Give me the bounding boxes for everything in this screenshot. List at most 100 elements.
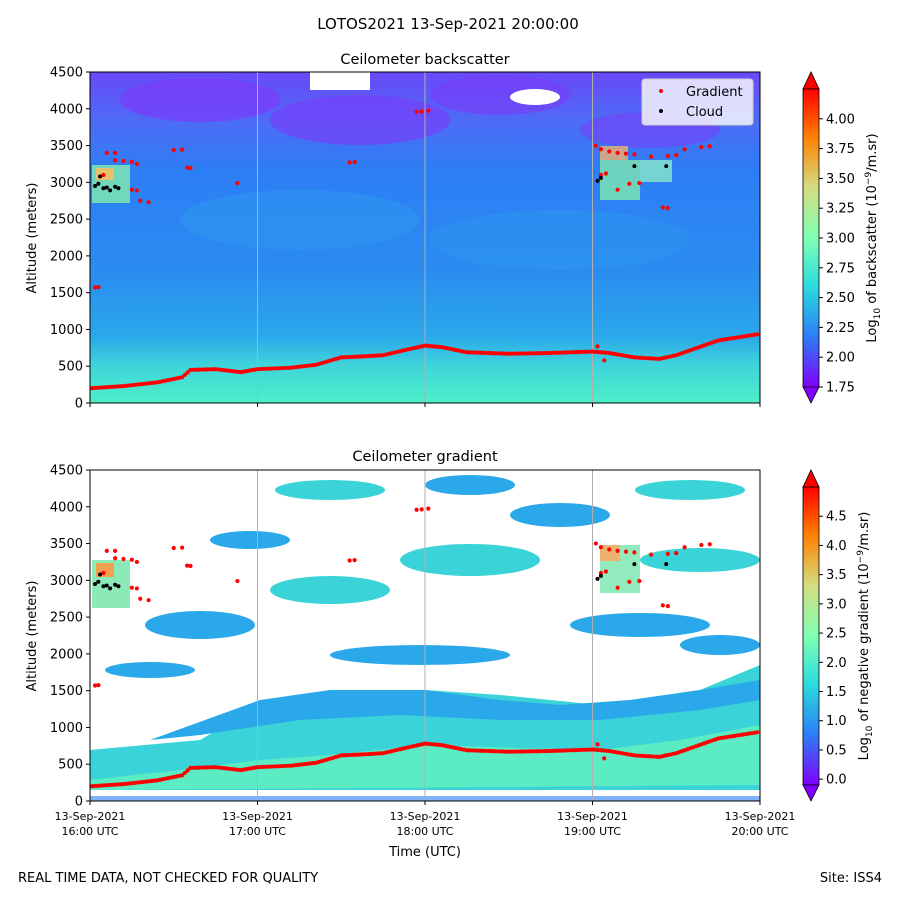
gradient-point <box>602 358 607 363</box>
x-tick-label: 13-Sep-2021 <box>222 810 293 823</box>
gradient-point <box>674 551 679 556</box>
gradient-patch <box>635 480 745 500</box>
gradient-point <box>660 205 665 210</box>
y-tick-label: 0 <box>75 795 83 810</box>
gradient-patch <box>640 548 760 572</box>
cloud-point <box>595 576 600 581</box>
gradient-point <box>674 153 679 158</box>
gradient-point <box>602 756 607 761</box>
gradient-point <box>104 150 109 156</box>
gradient-point <box>595 742 600 747</box>
gradient-point <box>623 151 629 156</box>
gradient-patch <box>570 613 710 637</box>
y-tick-label: 1000 <box>50 323 83 338</box>
backscatter-panel: Ceilometer backscatter 0 500 <box>25 52 883 412</box>
gradient-point <box>138 596 143 601</box>
cloud-point <box>632 562 637 567</box>
gradient-point <box>649 154 654 159</box>
x-tick-label: 13-Sep-2021 <box>725 810 796 823</box>
gradient-point <box>171 147 176 153</box>
x-tick-label: 19:00 UTC <box>564 825 621 838</box>
backscatter-colorbar: 1.75 2.00 2.25 2.50 2.75 3.00 3.25 3.50 3.75 4.00… <box>802 71 883 404</box>
gradient-patch <box>400 544 540 576</box>
gradient-point <box>615 585 620 590</box>
gradient-point <box>603 569 609 574</box>
gradient-point <box>185 165 190 170</box>
gradient-colorbar-ticks: 0.0 0.5 1.0 1.5 2.0 2.5 3.0 3.5 4.0 4.5 <box>819 510 847 788</box>
backscatter-upper-patch <box>120 78 280 122</box>
gradient-point <box>134 559 139 565</box>
gradient-point <box>92 285 98 290</box>
gradient-point <box>665 205 670 211</box>
gradient-point <box>352 558 357 563</box>
gradient-point <box>182 372 188 377</box>
backscatter-missing <box>510 89 560 105</box>
gradient-colorbar: 0.0 0.5 1.0 1.5 2.0 2.5 3.0 3.5 4.0 4.5 Log10 of … <box>802 469 875 802</box>
colorbar-tick-label: 2.50 <box>826 291 855 306</box>
gradient-point <box>603 171 609 176</box>
cloud-point <box>104 185 109 190</box>
gradient-point <box>426 506 431 511</box>
colorbar-extend-max <box>802 71 820 90</box>
gradient-point <box>615 150 620 156</box>
backscatter-heatmap <box>90 72 760 403</box>
x-tick-label: 20:00 UTC <box>731 825 788 838</box>
cloud-point <box>598 573 603 578</box>
gradient-point <box>188 563 193 569</box>
gradient-point <box>707 542 712 547</box>
x-tick-label: 16:00 UTC <box>61 825 118 838</box>
y-tick-label: 2500 <box>50 213 83 228</box>
gradient-point <box>235 180 240 186</box>
cloud-point <box>101 186 106 191</box>
gradient-patch <box>105 662 195 678</box>
backscatter-x-ticks <box>89 403 761 407</box>
gradient-point <box>598 570 603 576</box>
cloud-point <box>96 181 101 186</box>
y-tick-label: 500 <box>58 360 83 375</box>
gradient-point <box>637 180 642 186</box>
gradient-cloud-region <box>600 545 620 561</box>
y-tick-label: 500 <box>58 758 83 773</box>
quality-disclaimer: REAL TIME DATA, NOT CHECKED FOR QUALITY <box>18 871 318 886</box>
colorbar-tick-label: 3.0 <box>826 597 847 612</box>
gradient-xlabel: Time (UTC) <box>388 845 461 860</box>
cloud-point <box>96 579 101 584</box>
y-tick-label: 4500 <box>50 464 83 479</box>
backscatter-cloud-region <box>600 146 628 160</box>
gradient-point <box>419 507 424 512</box>
cloud-point <box>116 186 121 191</box>
gradient-point <box>649 552 654 557</box>
y-tick-label: 2000 <box>50 647 83 662</box>
gradient-point <box>615 548 620 554</box>
gradient-point <box>129 585 134 590</box>
gradient-point <box>615 187 620 192</box>
gradient-point <box>138 198 143 203</box>
gradient-point <box>185 370 190 375</box>
y-tick-label: 0 <box>75 397 83 412</box>
gradient-point <box>598 172 603 178</box>
gradient-point <box>113 548 118 554</box>
colorbar-extend-min <box>802 386 820 404</box>
gradient-point <box>660 603 665 608</box>
gradient-point <box>146 200 151 205</box>
backscatter-markers <box>90 108 760 391</box>
gradient-colorbar-label: Log10 of negative gradient (10−9/m.sr) <box>856 512 875 761</box>
gradient-point <box>607 149 612 154</box>
y-tick-label: 2000 <box>50 249 83 264</box>
colorbar-extend-min <box>802 784 820 802</box>
colorbar-tick-label: 2.5 <box>826 627 847 642</box>
y-tick-label: 2500 <box>50 611 83 626</box>
backscatter-mid-patch <box>430 210 690 270</box>
colorbar-tick-label: 3.75 <box>826 142 855 157</box>
gradient-point <box>146 598 151 603</box>
gradient-point <box>598 147 603 152</box>
gradient-patch <box>425 475 515 495</box>
gradient-point <box>682 545 687 550</box>
gradient-point <box>352 160 357 165</box>
gradient-point <box>598 545 603 550</box>
colorbar-tick-label: 0.0 <box>826 773 847 788</box>
cloud-point <box>113 582 118 587</box>
colorbar-tick-label: 1.0 <box>826 714 847 729</box>
colorbar-body <box>802 486 820 786</box>
gradient-title: Ceilometer gradient <box>352 449 498 465</box>
